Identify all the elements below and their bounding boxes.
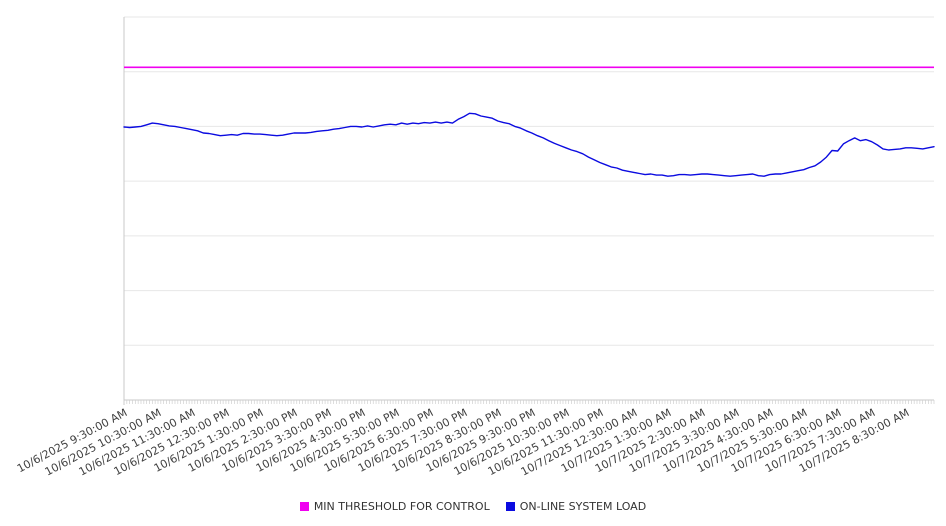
legend-label-system-load: ON-LINE SYSTEM LOAD (519, 499, 647, 513)
legend-item-min-threshold: MIN THRESHOLD FOR CONTROL (299, 499, 490, 513)
chart-legend: MIN THRESHOLD FOR CONTROL ON-LINE SYSTEM… (0, 498, 946, 514)
legend-label-min-threshold: MIN THRESHOLD FOR CONTROL (313, 499, 490, 513)
system-load-line (123, 112, 935, 177)
legend-item-system-load: ON-LINE SYSTEM LOAD (505, 499, 647, 513)
legend-swatch-blue-icon (505, 501, 515, 511)
legend-swatch-magenta-icon (299, 501, 309, 511)
